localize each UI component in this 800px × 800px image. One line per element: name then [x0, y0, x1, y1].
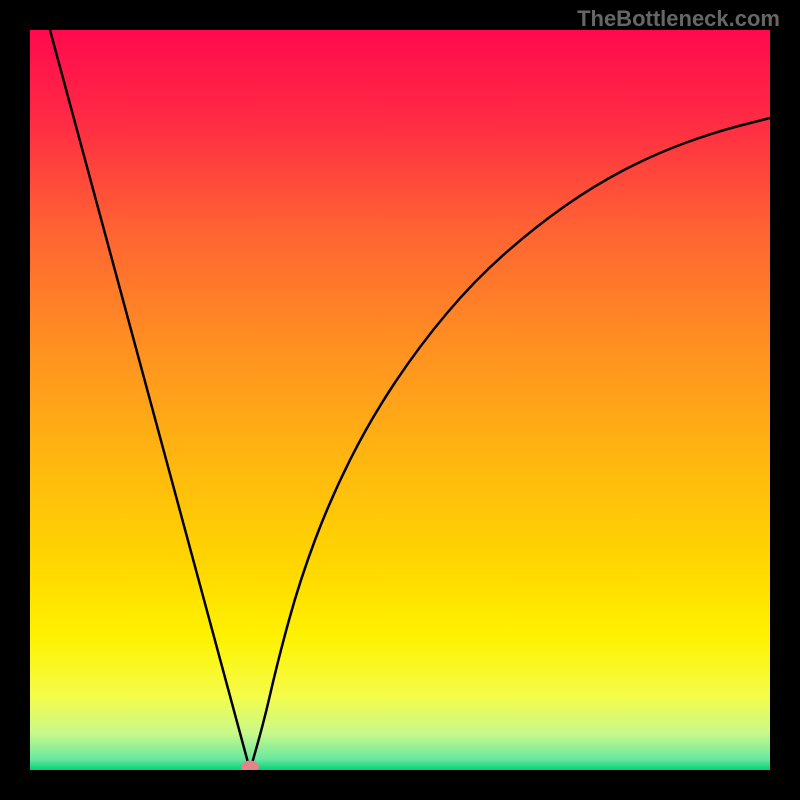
plot-area: [30, 30, 770, 770]
watermark-text: TheBottleneck.com: [577, 6, 780, 32]
minimum-marker: [241, 761, 259, 771]
chart-frame: TheBottleneck.com: [0, 0, 800, 800]
bottleneck-curve: [50, 30, 770, 770]
curve-layer: [30, 30, 770, 770]
